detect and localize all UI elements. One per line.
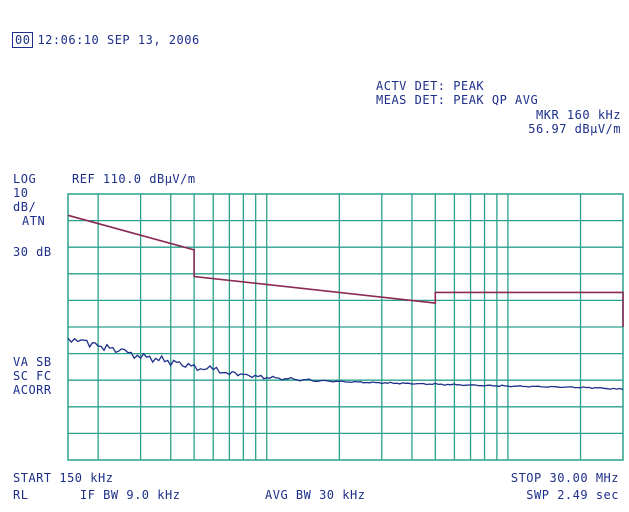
scale-div: 10 bbox=[13, 186, 29, 200]
rl-label: RL bbox=[13, 488, 29, 502]
marker-freq: MKR 160 kHz bbox=[536, 108, 621, 122]
limit-trace bbox=[67, 214, 624, 327]
start-freq: START 150 kHz bbox=[13, 471, 114, 485]
datetime-text: 12:06:10 SEP 13, 2006 bbox=[37, 33, 200, 47]
atn-label: ATN bbox=[22, 214, 46, 228]
if-bw: IF BW 9.0 kHz bbox=[80, 488, 181, 502]
ref-level: REF 110.0 dBµV/m bbox=[72, 172, 196, 186]
log-label: LOG bbox=[13, 172, 37, 186]
avg-bw: AVG BW 30 kHz bbox=[265, 488, 366, 502]
scale-unit: dB/ bbox=[13, 200, 37, 214]
meas-det-label: MEAS DET: PEAK QP AVG bbox=[376, 93, 539, 107]
corr-label: ACORR bbox=[13, 383, 52, 397]
header-badge: 00 bbox=[12, 32, 34, 48]
measurement-trace bbox=[67, 337, 624, 391]
stop-freq: STOP 30.00 MHz bbox=[510, 471, 619, 485]
actv-det-label: ACTV DET: PEAK bbox=[376, 79, 485, 93]
sc-label: SC FC bbox=[13, 369, 52, 383]
header-datetime: 00 12:06:10 SEP 13, 2006 bbox=[12, 32, 200, 48]
atn-value: 30 dB bbox=[13, 245, 52, 259]
grid bbox=[68, 194, 623, 460]
va-label: VA SB bbox=[13, 355, 52, 369]
sweep-time: SWP 2.49 sec bbox=[526, 488, 619, 502]
marker-level: 56.97 dBµV/m bbox=[528, 122, 621, 136]
traces bbox=[67, 214, 624, 391]
